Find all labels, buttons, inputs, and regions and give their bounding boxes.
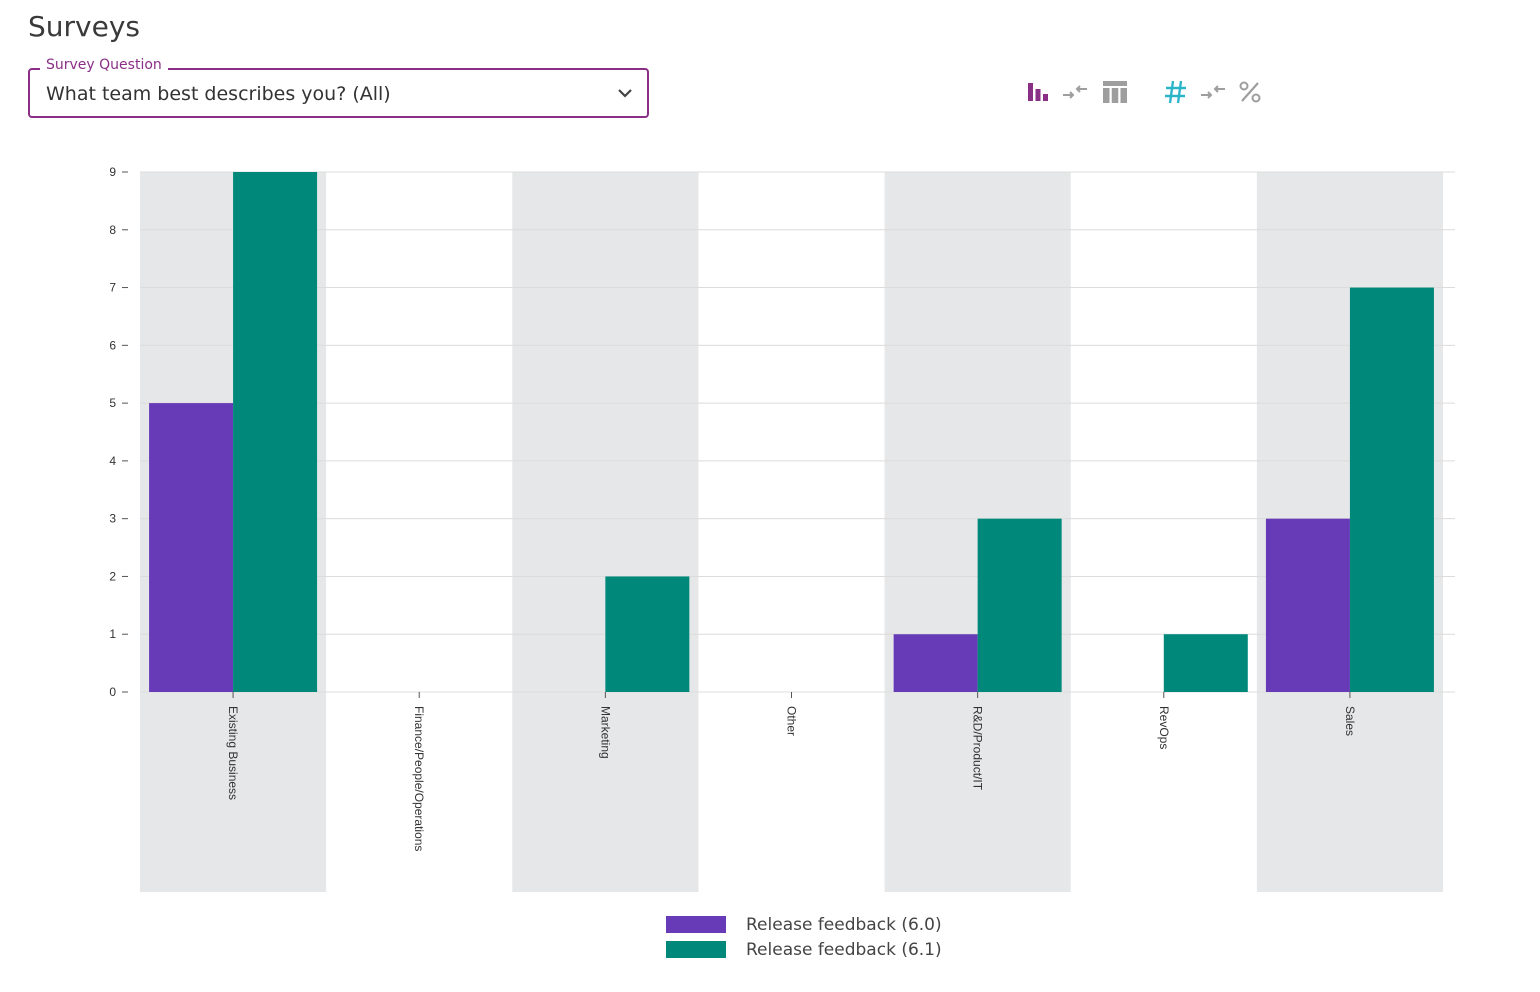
chevron-down-icon: [618, 89, 632, 98]
x-tick-label: Finance/People/Operations: [412, 706, 426, 851]
y-tick-label: 7: [109, 281, 116, 295]
bar-series-1: [893, 634, 978, 692]
bars: [149, 172, 1434, 692]
y-tick-label: 5: [109, 396, 116, 410]
x-tick-label: Existing Business: [226, 706, 240, 800]
survey-question-select[interactable]: Survey Question What team best describes…: [28, 57, 649, 118]
survey-question-label: Survey Question: [40, 57, 168, 73]
legend-item-series-2[interactable]: Release feedback (6.1): [666, 937, 942, 962]
chart-legend: Release feedback (6.0) Release feedback …: [666, 912, 942, 962]
bar-series-2: [233, 172, 318, 692]
legend-swatch-series-1: [666, 916, 726, 933]
y-tick-label: 8: [109, 223, 116, 237]
survey-question-value: What team best describes you? (All): [46, 83, 391, 105]
y-tick-label: 9: [109, 165, 116, 179]
page-title: Surveys: [28, 10, 140, 43]
hash-icon[interactable]: [1158, 76, 1194, 108]
y-tick-label: 0: [109, 685, 116, 699]
legend-swatch-series-2: [666, 941, 726, 958]
survey-bar-chart: 0 1 2 3 4 5 6 7 8 9 Existing Business Finance/Peop…: [109, 165, 1455, 892]
category-bands: [140, 172, 1443, 892]
legend-label-series-2: Release feedback (6.1): [746, 939, 942, 960]
x-tick-label: Sales: [1343, 706, 1357, 736]
table-icon[interactable]: [1094, 76, 1136, 108]
y-tick-label: 2: [109, 569, 116, 583]
swap-arrows-icon[interactable]: [1194, 76, 1232, 108]
legend-item-series-1[interactable]: Release feedback (6.0): [666, 912, 942, 937]
bar-series-2: [1163, 634, 1248, 692]
bar-series-2: [1349, 287, 1434, 692]
bar-series-1: [1265, 518, 1350, 692]
percent-icon[interactable]: [1232, 76, 1268, 108]
swap-arrows-icon[interactable]: [1056, 76, 1094, 108]
x-axis: Existing Business Finance/People/Operatio…: [226, 692, 1357, 851]
x-tick-label: Other: [785, 706, 799, 736]
legend-label-series-1: Release feedback (6.0): [746, 914, 942, 935]
x-tick-label: R&D/Product/IT: [971, 706, 985, 791]
x-tick-label: Marketing: [598, 706, 612, 759]
chart-toolbar: [1020, 76, 1268, 108]
bar-series-2: [977, 518, 1062, 692]
bar-series-1: [149, 403, 234, 692]
category-band: [512, 172, 699, 892]
y-axis: 0 1 2 3 4 5 6 7 8 9: [109, 165, 128, 699]
gridlines: [140, 171, 1455, 693]
bar-chart-icon[interactable]: [1020, 76, 1056, 108]
x-tick-label: RevOps: [1157, 706, 1171, 749]
bar-series-2: [605, 576, 690, 692]
y-tick-label: 1: [109, 627, 116, 641]
y-tick-label: 6: [109, 338, 116, 352]
y-tick-label: 4: [109, 454, 116, 468]
y-tick-label: 3: [109, 512, 116, 526]
